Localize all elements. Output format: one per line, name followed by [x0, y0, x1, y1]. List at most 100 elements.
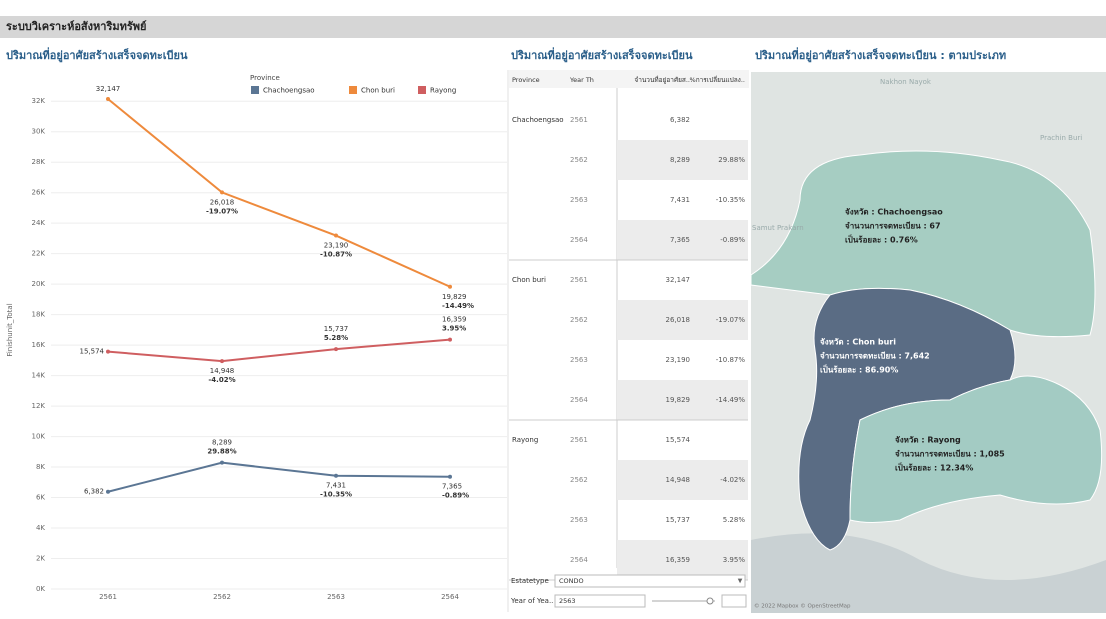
filter-label: Estatetype	[511, 577, 549, 585]
x-tick-label: 2564	[441, 593, 459, 601]
change-label: 3.95%	[442, 325, 466, 333]
table-year: 2563	[570, 516, 588, 524]
table-year: 2562	[570, 316, 588, 324]
table-value: 7,365	[670, 236, 690, 244]
header-bar	[0, 16, 1106, 38]
legend-label: Chon buri	[361, 87, 395, 95]
table-value: 16,359	[666, 556, 691, 564]
series-line	[107, 338, 451, 363]
table-change: -0.89%	[720, 236, 745, 244]
region-province: จังหวัด : Chachoengsao	[845, 208, 943, 217]
value-label: 15,737	[324, 325, 349, 333]
table-change: 3.95%	[723, 556, 746, 564]
legend-title: Province	[250, 74, 280, 82]
data-point	[106, 97, 110, 102]
y-tick-label: 14K	[32, 372, 46, 380]
y-tick-label: 20K	[32, 280, 46, 288]
table-change: -14.49%	[716, 396, 746, 404]
legend-swatch	[251, 86, 259, 94]
filter-label: Year of Yea..	[510, 597, 553, 605]
data-point	[448, 337, 452, 342]
y-tick-label: 10K	[32, 433, 46, 441]
table-value: 8,289	[670, 156, 690, 164]
table-province: Rayong	[512, 436, 538, 444]
table-year: 2562	[570, 476, 588, 484]
table-header: จำนวนที่อยู่อาศัยส..	[634, 75, 690, 84]
value-label: 8,289	[212, 439, 232, 447]
region-percent: เป็นร้อยละ : 86.90%	[820, 364, 898, 375]
table-value: 7,431	[670, 196, 690, 204]
data-point	[220, 359, 224, 364]
filter-box[interactable]	[554, 594, 646, 608]
legend-label: Rayong	[430, 87, 456, 95]
value-label: 6,382	[84, 488, 104, 496]
data-point	[448, 474, 452, 479]
value-label: 7,365	[442, 483, 462, 491]
table-value: 6,382	[670, 116, 690, 124]
legend-swatch	[349, 86, 357, 94]
table-year: 2561	[570, 276, 588, 284]
data-point	[106, 489, 110, 494]
x-tick-label: 2562	[213, 593, 231, 601]
y-tick-label: 24K	[32, 219, 46, 227]
table-header: Province	[512, 76, 540, 84]
table-year: 2561	[570, 116, 588, 124]
table-year: 2564	[570, 556, 588, 564]
y-tick-label: 32K	[32, 97, 46, 105]
table-change: -10.87%	[716, 356, 746, 364]
chart-title: ปริมาณที่อยู่อาศัยสร้างเสร็จจดทะเบียน	[6, 47, 188, 63]
x-tick-label: 2561	[99, 593, 117, 601]
value-label: 7,431	[326, 482, 346, 490]
filter-value: CONDO	[559, 577, 584, 585]
region-rayong	[849, 375, 1103, 523]
filter-value: 2563	[559, 597, 576, 605]
table-province: Chachoengsao	[512, 116, 564, 124]
y-tick-label: 18K	[32, 311, 46, 319]
table-change: 29.88%	[718, 156, 745, 164]
series-line	[107, 98, 451, 288]
map	[750, 72, 1106, 613]
table-change: -19.07%	[716, 316, 746, 324]
legend-swatch	[418, 86, 426, 94]
region-province: จังหวัด : Rayong	[895, 436, 961, 445]
table-year: 2564	[570, 236, 588, 244]
table-title: ปริมาณที่อยู่อาศัยสร้างเสร็จจดทะเบียน	[511, 47, 693, 63]
table-province: Chon buri	[512, 276, 546, 284]
map-attribution: © 2022 Mapbox © OpenStreetMap	[754, 603, 851, 610]
change-label: 29.88%	[207, 448, 236, 456]
y-tick-label: 16K	[32, 341, 46, 349]
place-label: Prachin Buri	[1040, 134, 1082, 142]
data-point	[448, 284, 452, 289]
slider-knob[interactable]	[706, 597, 714, 605]
table-header: %การเปลี่ยนแปลง..	[690, 75, 745, 84]
table-row-shade	[617, 460, 748, 500]
place-label: Nakhon Nayok	[880, 78, 932, 86]
y-axis-label: Finishunit_Total	[6, 303, 14, 356]
table-value: 15,737	[666, 516, 691, 524]
filter-box[interactable]	[554, 574, 746, 588]
table-row-shade	[617, 220, 748, 260]
y-tick-label: 0K	[36, 585, 45, 593]
place-label: Samut Prakarn	[752, 224, 804, 232]
table-value: 23,190	[666, 356, 691, 364]
table-value: 32,147	[666, 276, 691, 284]
value-label: 32,147	[96, 85, 121, 93]
table-header: Year Th	[569, 76, 594, 84]
table-year: 2563	[570, 356, 588, 364]
y-tick-label: 28K	[32, 158, 46, 166]
data-point	[334, 233, 338, 238]
value-label: 16,359	[442, 316, 467, 324]
y-tick-label: 6K	[36, 494, 45, 502]
value-label: 14,948	[210, 367, 235, 375]
table-year: 2563	[570, 196, 588, 204]
data-point	[106, 349, 110, 354]
table-change: -4.02%	[720, 476, 745, 484]
step-buttons[interactable]	[721, 594, 747, 608]
change-label: -0.89%	[442, 492, 469, 500]
data-point	[220, 190, 224, 195]
dropdown-arrow: ▼	[738, 578, 743, 585]
change-label: -10.35%	[320, 491, 352, 499]
change-label: -10.87%	[320, 251, 352, 259]
table-row-shade	[617, 300, 748, 340]
